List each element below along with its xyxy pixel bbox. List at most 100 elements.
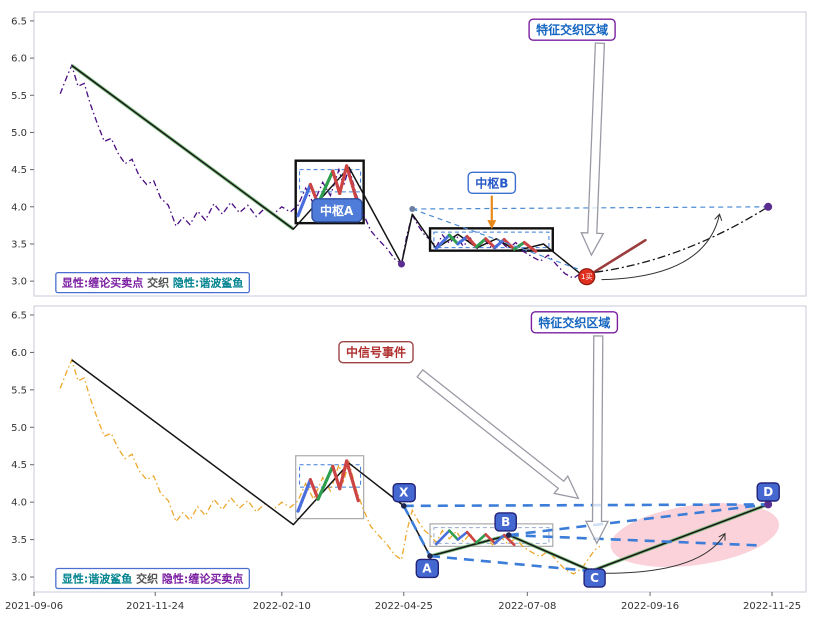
annotation-box <box>528 18 616 41</box>
annotation-text: 中枢A <box>320 203 354 218</box>
stroke-segment <box>447 233 460 246</box>
chan-theory-panel: 3.0 3.5 4.0 4.5 5.0 5.5 6.0 6.5 1买 中枢A 中枢B 特征交织区域显性… <box>11 11 807 297</box>
y-tick-label: 3.0 <box>11 573 27 584</box>
stroke-segment <box>493 533 506 545</box>
pivot-a-overlap-box <box>299 169 362 193</box>
arrowhead <box>718 532 726 541</box>
annotation-box <box>494 512 518 532</box>
point-c-label: C <box>583 568 606 588</box>
stroke-segment <box>474 237 488 249</box>
stroke-segment <box>345 459 360 503</box>
x-tick-label: 2022-02-10 <box>253 601 311 612</box>
dashed-line <box>508 533 764 547</box>
stroke-segment <box>456 235 469 246</box>
stroke-segment <box>522 240 538 253</box>
stroke-segment <box>331 169 342 196</box>
low-point-marker <box>397 260 405 268</box>
legend-text: 显性:缠论买卖点 交织 隐性:谐波鲨鱼 <box>62 276 243 290</box>
curve-line <box>595 206 769 273</box>
harmonic-shark-panel: 3.0 3.5 4.0 4.5 5.0 5.5 6.0 6.5 X A B C D 特征交织区域中信号事件… <box>11 305 807 593</box>
y-tick-label: 5.0 <box>11 128 27 139</box>
stroke-segment <box>493 237 506 250</box>
divergence-point-marker <box>409 206 416 213</box>
pivot-b-overlap-box <box>433 231 550 249</box>
y-tick-label: 5.0 <box>11 423 27 434</box>
callout-arrow <box>416 368 580 500</box>
point-x-label: X <box>392 483 416 503</box>
x-tick-label: 2021-09-06 <box>5 601 63 612</box>
x-tick-label: 2021-11-24 <box>126 601 184 612</box>
legend-box <box>55 271 250 294</box>
price-line <box>59 63 583 279</box>
stroke-segment <box>475 533 487 544</box>
y-tick-label: 4.0 <box>11 202 27 213</box>
stroke-segment <box>308 478 320 501</box>
y-tick-label: 5.5 <box>11 91 27 102</box>
annotation-box <box>467 171 517 195</box>
annotation-box <box>415 558 439 579</box>
point-a-label: A <box>415 558 439 579</box>
point-x-marker <box>400 503 407 509</box>
point-b-label: B <box>494 512 518 532</box>
stroke-segment <box>434 529 451 546</box>
point-a-marker <box>427 553 433 559</box>
y-tick-label: 6.0 <box>11 54 27 65</box>
x-tick-label: 2022-07-08 <box>498 601 556 612</box>
mode-legend-bottom: 显性:谐波鲨鱼 交织 隐性:缠论买卖点 <box>55 567 250 590</box>
callout-arrow <box>584 335 610 545</box>
y-tick-label: 4.5 <box>11 165 27 176</box>
stroke-segment <box>502 533 516 547</box>
annotation-text: A <box>422 561 432 575</box>
point-b-marker <box>505 532 512 538</box>
y-tick-label: 3.0 <box>11 277 27 288</box>
annotation-text: 中枢B <box>475 175 508 190</box>
pivot-a-label: 中枢A <box>311 198 363 223</box>
annotation-box <box>530 311 619 334</box>
x-tick-label: 2022-04-25 <box>375 601 433 612</box>
target-point-marker <box>764 202 773 211</box>
y-tick-label: 5.5 <box>11 385 27 396</box>
legend-text: 显性:谐波鲨鱼 交织 隐性:缠论买卖点 <box>62 572 243 586</box>
annotation-text: D <box>763 485 773 499</box>
pointer-arrowhead <box>487 220 497 230</box>
annotation-text: 特征交织区域 <box>538 315 610 330</box>
stroke-segment <box>296 182 312 218</box>
annotation-text: 中信号事件 <box>346 345 406 360</box>
y-tick-label: 6.5 <box>11 16 27 27</box>
y-tick-label: 4.5 <box>11 460 27 471</box>
annotation-box <box>392 483 416 503</box>
curve-line <box>605 533 726 574</box>
feature-region-label-top: 特征交织区域 <box>528 18 616 41</box>
arrowhead <box>714 213 723 222</box>
marker-text: 1买 <box>581 273 592 281</box>
buy-signal-marker <box>578 268 596 286</box>
plot-frame <box>33 11 807 297</box>
stroke-segment <box>296 478 312 513</box>
plot-frame <box>33 305 807 593</box>
dashed-line <box>508 503 769 537</box>
point-d-label: D <box>756 482 780 502</box>
y-tick-label: 6.0 <box>11 348 27 359</box>
trend-line <box>71 359 769 572</box>
pivot-a-overlap-ghost <box>299 464 362 488</box>
y-tick-label: 6.5 <box>11 310 27 321</box>
annotation-box <box>338 341 414 364</box>
signal-event-label: 中信号事件 <box>338 341 414 364</box>
annotation-box <box>756 482 780 502</box>
dashed-line <box>412 208 587 273</box>
pivot-b-label: 中枢B <box>467 171 517 195</box>
annotation-text: C <box>590 571 599 585</box>
stroke-segment <box>465 530 478 544</box>
feature-region-label-bottom: 特征交织区域 <box>530 311 619 334</box>
y-tick-label: 3.5 <box>11 535 27 546</box>
pivot-b-box-ghost <box>429 523 554 547</box>
annotation-text: B <box>501 515 510 529</box>
y-tick-label: 4.0 <box>11 498 27 509</box>
stroke-segment <box>331 464 342 491</box>
stroke-segment <box>434 233 451 250</box>
annotation-box <box>583 568 606 588</box>
stroke-segment <box>456 530 469 541</box>
mode-legend-top: 显性:缠论买卖点 交织 隐性:谐波鲨鱼 <box>55 271 250 294</box>
y-tick-label: 3.5 <box>11 239 27 250</box>
